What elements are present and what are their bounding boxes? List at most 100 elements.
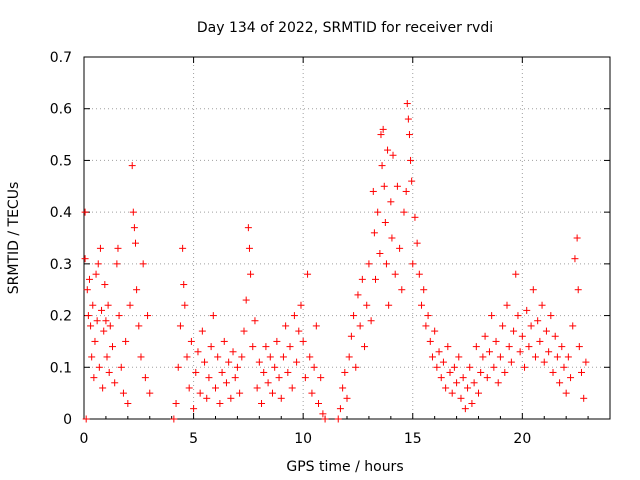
data-point	[245, 244, 253, 252]
data-point	[350, 312, 358, 320]
data-point	[341, 368, 349, 376]
data-point	[389, 151, 397, 159]
data-point	[514, 312, 522, 320]
x-tick-label: 5	[189, 431, 198, 447]
plot-frame	[83, 56, 611, 420]
data-point	[431, 327, 439, 335]
data-point	[384, 146, 392, 154]
data-point	[293, 358, 301, 366]
data-point	[266, 353, 274, 361]
data-point	[170, 415, 178, 423]
data-point	[185, 384, 193, 392]
data-point	[343, 394, 351, 402]
data-point	[424, 312, 432, 320]
data-point	[295, 327, 303, 335]
data-point	[240, 327, 248, 335]
data-point	[288, 384, 296, 392]
data-point	[126, 301, 134, 309]
data-point	[404, 115, 412, 123]
data-point	[444, 343, 452, 351]
data-point	[89, 301, 97, 309]
data-point	[574, 286, 582, 294]
data-point	[407, 156, 415, 164]
data-point	[370, 229, 378, 237]
data-point	[275, 374, 283, 382]
y-tick-label: 0.4	[50, 205, 72, 221]
data-point	[352, 363, 360, 371]
data-point	[222, 379, 230, 387]
data-point	[95, 363, 103, 371]
data-point	[569, 322, 577, 330]
data-point	[174, 363, 182, 371]
data-point	[446, 368, 454, 376]
data-point	[92, 270, 100, 278]
data-point	[81, 208, 89, 216]
data-point	[380, 182, 388, 190]
data-point	[426, 337, 434, 345]
data-point	[190, 405, 198, 413]
data-point	[236, 389, 244, 397]
data-point	[551, 332, 559, 340]
data-point	[523, 306, 531, 314]
data-point	[251, 317, 259, 325]
y-tick-label: 0.5	[50, 153, 72, 169]
data-point	[284, 368, 292, 376]
x-tick-label: 0	[80, 431, 89, 447]
data-point	[196, 389, 204, 397]
data-point	[98, 306, 106, 314]
data-point	[403, 100, 411, 108]
data-point	[273, 337, 281, 345]
data-point	[205, 374, 213, 382]
data-point	[104, 301, 112, 309]
data-point	[262, 343, 270, 351]
data-point	[144, 312, 152, 320]
data-point	[485, 348, 493, 356]
data-point	[336, 405, 344, 413]
data-point	[501, 368, 509, 376]
data-point	[115, 312, 123, 320]
data-point	[531, 353, 539, 361]
data-point	[564, 353, 572, 361]
data-point	[512, 270, 520, 278]
data-point	[433, 363, 441, 371]
data-point	[249, 343, 257, 351]
data-point	[299, 337, 307, 345]
grid-layer	[84, 57, 610, 419]
data-point	[556, 379, 564, 387]
data-point	[297, 301, 305, 309]
data-point	[135, 322, 143, 330]
data-point	[571, 255, 579, 263]
data-point	[381, 218, 389, 226]
data-point	[99, 384, 107, 392]
data-point	[105, 368, 113, 376]
data-point	[521, 363, 529, 371]
data-point	[494, 379, 502, 387]
data-point	[88, 353, 96, 361]
data-point	[400, 208, 408, 216]
data-point	[549, 368, 557, 376]
data-point	[393, 182, 401, 190]
data-point	[536, 337, 544, 345]
data-point	[567, 374, 575, 382]
data-point	[398, 286, 406, 294]
data-point	[422, 322, 430, 330]
data-point	[129, 208, 137, 216]
data-point	[365, 260, 373, 268]
data-point	[301, 374, 309, 382]
data-point	[492, 337, 500, 345]
y-axis-label: SRMTID / TECUs	[6, 182, 22, 295]
data-point	[411, 213, 419, 221]
data-point	[255, 358, 263, 366]
y-tick-label: 0.1	[50, 360, 72, 376]
data-point	[580, 394, 588, 402]
data-point	[258, 399, 266, 407]
data-point	[475, 389, 482, 397]
data-point	[187, 337, 195, 345]
data-point	[180, 281, 188, 289]
data-point	[448, 389, 456, 397]
data-point	[562, 389, 570, 397]
data-point	[260, 368, 268, 376]
data-point	[442, 384, 450, 392]
data-point	[233, 363, 241, 371]
data-point	[218, 368, 226, 376]
